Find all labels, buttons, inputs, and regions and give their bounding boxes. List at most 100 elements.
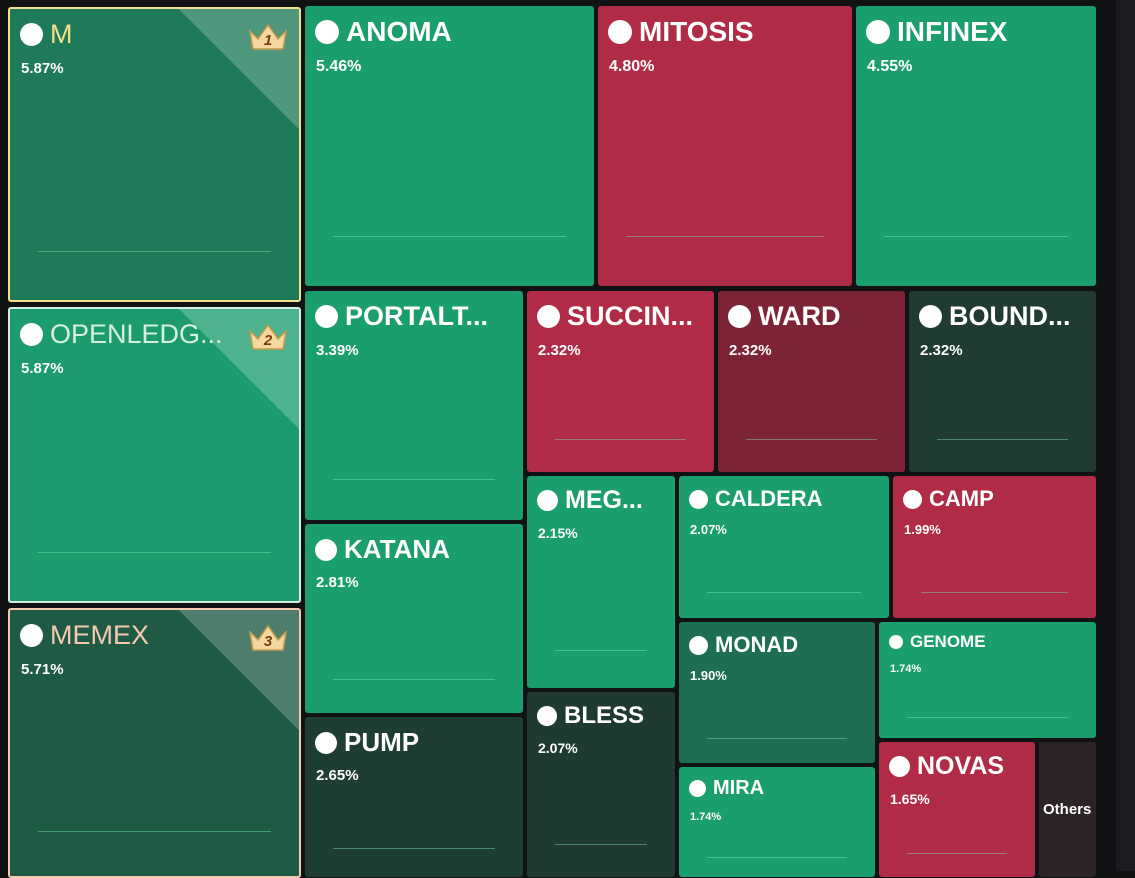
- rank-corner: [179, 610, 299, 730]
- tile: MEG... 2.15%: [527, 476, 675, 688]
- tile-header: CALDERA: [689, 486, 823, 512]
- tile-name: PORTALT...: [345, 301, 488, 331]
- tile-icon: [889, 756, 910, 777]
- rank-corner: [179, 9, 299, 129]
- tile-percent: 2.07%: [690, 522, 727, 537]
- tile-header: M: [20, 19, 73, 50]
- sparkline-baseline: [38, 831, 271, 832]
- tile-name: CAMP: [929, 486, 994, 511]
- tile-header: MITOSIS: [608, 16, 754, 48]
- tile: PUMP 2.65%: [305, 717, 523, 877]
- tile: 3 MEMEX 5.71%: [8, 608, 301, 878]
- tile-icon: [689, 635, 708, 655]
- tile-header: KATANA: [315, 534, 450, 565]
- tile-percent: 1.74%: [890, 663, 922, 675]
- tile: BLESS 2.07%: [527, 692, 675, 877]
- sparkline-baseline: [626, 236, 824, 237]
- tile-percent: 3.39%: [316, 342, 359, 359]
- tile-percent: 2.32%: [729, 342, 772, 359]
- tile-name: NOVAS: [917, 752, 1005, 780]
- sparkline-baseline: [921, 592, 1068, 593]
- tile: INFINEX 4.55%: [856, 6, 1096, 286]
- tile: MIRA 1.74%: [679, 767, 875, 877]
- tile-percent: 2.32%: [920, 342, 963, 359]
- tile-name: BOUND...: [949, 301, 1071, 331]
- tile-icon: [20, 624, 43, 647]
- tile-name: GENOME: [910, 632, 986, 651]
- tile-name: ANOMA: [346, 16, 452, 47]
- tile-percent: 2.07%: [538, 740, 578, 756]
- sparkline-baseline: [333, 236, 566, 237]
- sparkline-baseline: [555, 844, 647, 845]
- tile-header: INFINEX: [866, 16, 1007, 48]
- tile-name: INFINEX: [897, 16, 1008, 47]
- tile: Others: [1039, 742, 1096, 877]
- tile-icon: [866, 20, 890, 44]
- tile-name: CALDERA: [715, 486, 823, 511]
- sparkline-baseline: [707, 738, 847, 739]
- tile-percent: 1.90%: [690, 668, 727, 683]
- tile-header: SUCCIN...: [537, 301, 693, 332]
- sparkline-baseline: [555, 650, 647, 651]
- rank-number: 3: [263, 633, 273, 650]
- tile: CAMP 1.99%: [893, 476, 1096, 618]
- tile-percent: 1.65%: [890, 791, 930, 807]
- tile-percent: 4.55%: [867, 58, 913, 75]
- tile: WARD 2.32%: [718, 291, 905, 472]
- tile-icon: [537, 305, 560, 328]
- tile: MONAD 1.90%: [679, 622, 875, 763]
- scrollbar: [1116, 0, 1135, 871]
- tile: SUCCIN... 2.32%: [527, 291, 714, 472]
- sparkline-baseline: [907, 717, 1068, 718]
- tile: NOVAS 1.65%: [879, 742, 1035, 877]
- sparkline-baseline: [907, 853, 1007, 854]
- sparkline-baseline: [937, 439, 1068, 440]
- tile-icon: [689, 489, 708, 509]
- rank-crown: 2: [247, 321, 289, 351]
- tile-name: SUCCIN...: [567, 301, 694, 331]
- tile-icon: [20, 23, 43, 46]
- tile-name: MEG...: [565, 486, 643, 514]
- sparkline-baseline: [333, 848, 495, 849]
- tile-icon: [728, 305, 751, 328]
- tile-name: OPENLEDG...: [50, 319, 223, 349]
- tile-name: BLESS: [564, 702, 645, 729]
- tile-percent: 5.71%: [21, 661, 64, 678]
- rank-crown: 1: [247, 21, 289, 51]
- sparkline-baseline: [333, 679, 495, 680]
- tile-percent: 2.65%: [316, 767, 359, 784]
- tile-icon: [689, 780, 706, 797]
- sparkline-baseline: [884, 236, 1068, 237]
- tile-percent: 1.99%: [904, 522, 941, 537]
- tile-header: BLESS: [537, 702, 644, 730]
- tile: MITOSIS 4.80%: [598, 6, 852, 286]
- tile-name: KATANA: [344, 534, 450, 564]
- tile-name: PUMP: [344, 727, 420, 757]
- tile-name: MEMEX: [50, 620, 150, 650]
- tile-name: MIRA: [713, 777, 765, 799]
- tile-name: WARD: [758, 301, 841, 331]
- tile-icon: [315, 731, 337, 754]
- tile-icon: [315, 538, 337, 561]
- tile-percent: 5.87%: [21, 60, 64, 77]
- tile-icon: [903, 489, 922, 509]
- rank-crown: 3: [247, 622, 289, 652]
- tile-header: MONAD: [689, 632, 798, 658]
- tile-header: BOUND...: [919, 301, 1071, 332]
- tile: 1 M 5.87%: [8, 7, 301, 302]
- tile-header: NOVAS: [889, 752, 1004, 781]
- tile: ANOMA 5.46%: [305, 6, 594, 286]
- sparkline-baseline: [707, 857, 847, 858]
- tile-header: MIRA: [689, 777, 764, 800]
- tile: GENOME 1.74%: [879, 622, 1096, 738]
- tile-icon: [537, 490, 558, 511]
- tile-icon: [315, 20, 339, 44]
- tile: 2 OPENLEDG... 5.87%: [8, 307, 301, 603]
- rank-corner: [179, 309, 299, 429]
- tile-header: WARD: [728, 301, 841, 332]
- tile-name: Others: [1043, 801, 1092, 818]
- tile-header: ANOMA: [315, 16, 452, 48]
- tile-percent: 5.87%: [21, 360, 64, 377]
- tile-icon: [919, 305, 942, 328]
